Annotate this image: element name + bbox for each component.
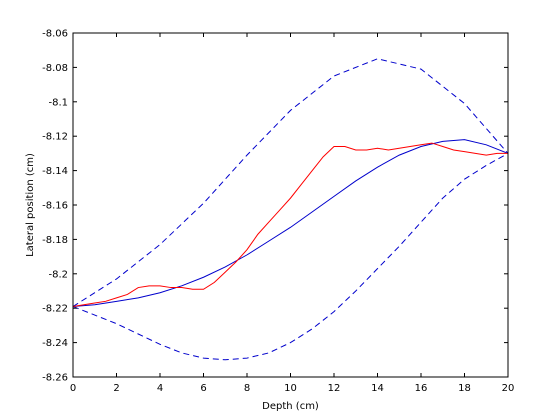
y-axis-label: Lateral position (cm) — [25, 153, 36, 257]
x-tick-label: 18 — [458, 383, 471, 394]
y-tick-label: -8.1 — [48, 97, 68, 108]
series-line-2 — [73, 152, 508, 361]
x-tick-label: 6 — [200, 383, 206, 394]
x-tick-label: 20 — [502, 383, 515, 394]
series-line-4 — [73, 142, 508, 307]
x-tick-label: 12 — [328, 383, 341, 394]
y-tick-label: -8.16 — [42, 201, 68, 212]
y-tick-label: -8.06 — [42, 29, 68, 40]
y-tick-label: -8.12 — [42, 132, 68, 143]
y-tick-label: -8.24 — [42, 338, 68, 349]
series-group — [73, 58, 508, 361]
y-tick-label: -8.22 — [42, 304, 68, 315]
y-tick-label: -8.2 — [48, 269, 68, 280]
x-tick-label: 0 — [70, 383, 76, 394]
x-tick-label: 2 — [113, 383, 119, 394]
y-tick-label: -8.18 — [42, 235, 68, 246]
x-tick-label: 14 — [371, 383, 384, 394]
series-line-3 — [73, 139, 508, 307]
y-tick-label: -8.26 — [42, 373, 68, 384]
y-tick-label: -8.08 — [42, 63, 68, 74]
x-tick-label: 4 — [157, 383, 163, 394]
x-axis-label: Depth (cm) — [262, 401, 319, 412]
x-tick-label: 8 — [244, 383, 250, 394]
x-tick-label: 16 — [415, 383, 428, 394]
plot-area: 0 2 4 6 8 10 12 14 16 18 20 -8.26 -8.24 -8.22 -8.2 -8.1… — [42, 29, 514, 395]
x-tick-label: 10 — [284, 383, 297, 394]
series-line-1 — [73, 58, 508, 307]
y-tick-label: -8.14 — [42, 166, 68, 177]
